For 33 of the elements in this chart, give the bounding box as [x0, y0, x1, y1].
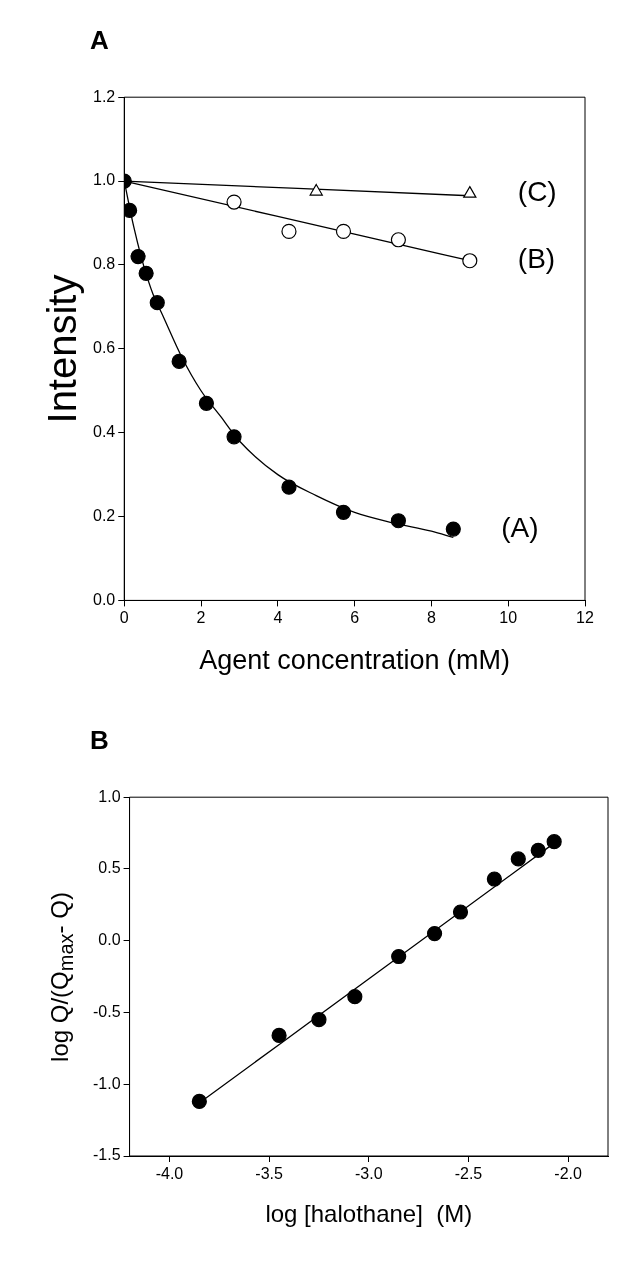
- y-tick-label: -0.5: [92, 1002, 121, 1020]
- x-axis-title: log [halothane] (M): [265, 1200, 473, 1228]
- y-tick-label: 0.4: [92, 423, 116, 441]
- chart-title: B: [90, 724, 109, 755]
- x-tick-label: -3.0: [355, 1165, 383, 1183]
- x-tick-label: 0: [119, 609, 129, 627]
- x-axis-title: Agent concentration (mM): [199, 645, 510, 676]
- y-tick-label: 0.8: [92, 255, 116, 273]
- series-label: (B): [517, 243, 556, 275]
- y-tick-label: 0.5: [98, 859, 121, 877]
- y-tick-label: 0.0: [92, 590, 116, 608]
- x-tick-label: 8: [426, 609, 436, 627]
- y-tick-label: -1.5: [92, 1146, 121, 1164]
- x-tick-label: 2: [196, 609, 206, 627]
- series-label: (C): [517, 176, 557, 208]
- y-tick-label: 1.0: [98, 787, 121, 805]
- y-tick-label: -1.0: [92, 1074, 121, 1092]
- y-tick-label: 1.2: [92, 87, 116, 105]
- x-tick-label: 4: [273, 609, 283, 627]
- series-label: (A): [501, 511, 539, 543]
- x-tick-label: -3.5: [255, 1165, 283, 1183]
- x-tick-label: -2.5: [454, 1165, 483, 1183]
- x-tick-label: 6: [350, 609, 360, 627]
- y-axis-title: Intensity: [39, 274, 85, 424]
- x-tick-label: 10: [499, 609, 518, 627]
- chart-title: A: [90, 24, 109, 55]
- y-tick-label: 0.0: [98, 931, 121, 949]
- x-tick-label: 12: [576, 609, 594, 627]
- x-tick-label: -2.0: [554, 1165, 583, 1183]
- x-tick-label: -4.0: [155, 1165, 184, 1183]
- y-tick-label: 0.2: [92, 506, 116, 524]
- y-tick-label: 1.0: [92, 171, 116, 189]
- y-tick-label: 0.6: [92, 339, 116, 357]
